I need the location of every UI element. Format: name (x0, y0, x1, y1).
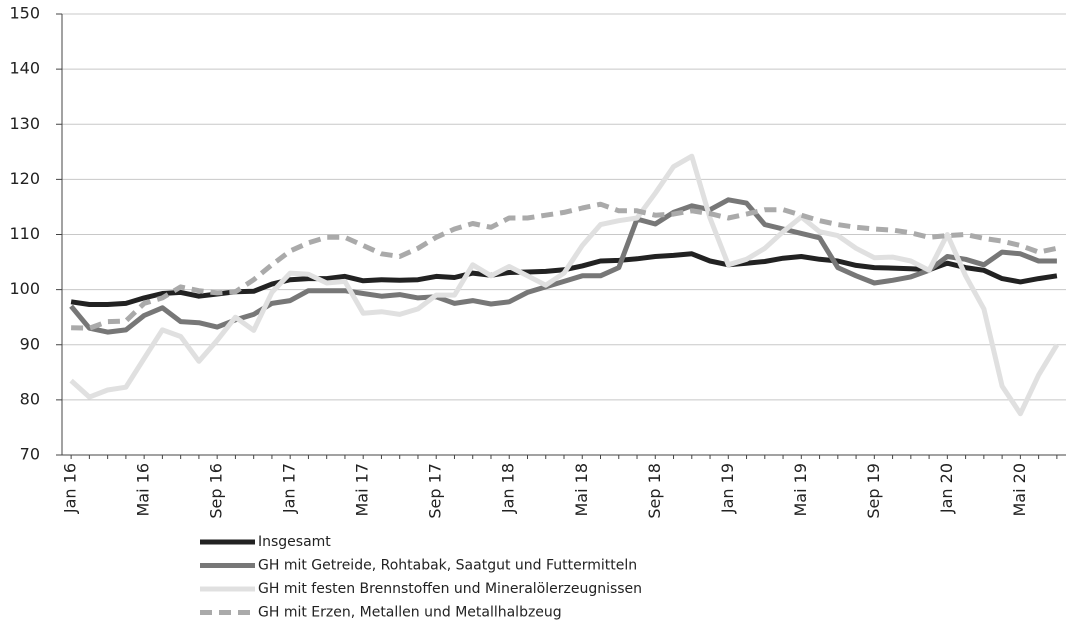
x-tick-label: Mai 19 (791, 463, 810, 517)
x-tick-label: Mai 16 (134, 463, 153, 517)
legend-label: GH mit Erzen, Metallen und Metallhalbzeu… (258, 605, 562, 621)
x-tick-label: Mai 17 (353, 463, 372, 517)
y-tick-label: 110 (9, 224, 40, 243)
legend-label: GH mit Getreide, Rohtabak, Saatgut und F… (258, 558, 637, 574)
series-line (71, 201, 1058, 331)
x-tick-label: Mai 20 (1010, 463, 1029, 517)
legend: Insgesamt GH mit Getreide, Rohtabak, Saat… (200, 534, 642, 621)
x-tick-label: Sep 19 (864, 463, 883, 519)
y-tick-label: 90 (20, 334, 40, 353)
y-tick-label: 130 (9, 114, 40, 133)
y-tick-label: 70 (20, 445, 40, 464)
x-tick-label: Sep 18 (645, 463, 664, 519)
x-tick-label: Mai 18 (572, 463, 591, 517)
legend-label: Insgesamt (258, 534, 331, 550)
x-tick-label: Sep 17 (426, 463, 445, 519)
series-line (69, 153, 1060, 417)
x-tick-label: Jan 19 (718, 463, 737, 514)
x-tick-label: Jan 16 (61, 463, 80, 514)
x-tick-label: Sep 16 (207, 463, 226, 519)
x-tick-label: Jan 18 (499, 463, 518, 514)
series-line (69, 197, 1057, 335)
y-tick-label: 150 (9, 4, 40, 23)
y-tick-label: 100 (9, 279, 40, 298)
x-tick-label: Jan 17 (280, 463, 299, 514)
y-tick-label: 80 (20, 389, 40, 408)
y-tick-label: 140 (9, 59, 40, 78)
x-tick-label: Jan 20 (937, 463, 956, 514)
y-tick-label: 120 (9, 169, 40, 188)
legend-label: GH mit festen Brennstoffen und Mineralöl… (258, 581, 642, 597)
